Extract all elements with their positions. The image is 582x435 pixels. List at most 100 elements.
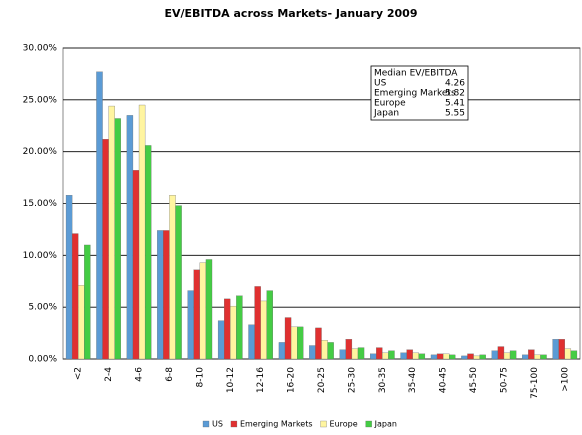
y-tick-label: 20.00% (23, 147, 58, 157)
bar (327, 342, 334, 360)
x-tick-label: 45-50 (469, 367, 479, 393)
x-tick-label: >100 (560, 367, 570, 392)
legend-label: Japan (374, 420, 397, 429)
bar (205, 259, 213, 360)
bar (175, 205, 182, 360)
annotation-label: Emerging Markets (374, 89, 456, 99)
x-tick-label: 16-20 (287, 367, 297, 393)
bar (230, 305, 237, 360)
x-tick-label: 10-12 (226, 367, 236, 393)
bar (442, 353, 450, 360)
bar (169, 195, 176, 360)
bar (370, 353, 377, 360)
bar (503, 352, 511, 360)
y-tick-label: 0.00% (28, 355, 57, 365)
bar (187, 290, 194, 360)
bar (224, 298, 231, 360)
legend-swatch (320, 420, 327, 428)
legend-label: Emerging Markets (240, 420, 313, 429)
bar (297, 326, 304, 360)
bar (65, 195, 73, 360)
annotation-label: Japan (373, 109, 399, 119)
bar (540, 354, 547, 360)
bar (78, 285, 85, 360)
y-tick-label: 30.00% (23, 44, 58, 54)
bar (290, 326, 298, 360)
bar (132, 170, 140, 360)
y-tick-label: 25.00% (23, 95, 58, 105)
bar (309, 345, 316, 360)
chart-title: EV/EBITDA across Markets- January 2009 (165, 7, 418, 20)
annotation-value: 5.82 (445, 89, 465, 99)
bar (449, 354, 456, 360)
bar (278, 342, 286, 360)
bar (491, 350, 499, 360)
annotation-label: Europe (374, 99, 406, 109)
bar (254, 286, 261, 360)
bar (108, 105, 115, 360)
bar (84, 244, 91, 360)
bar (400, 352, 407, 360)
bar (357, 347, 365, 360)
bar (497, 346, 505, 360)
legend-swatch (202, 420, 210, 428)
bar (114, 118, 121, 360)
annotation-value: 4.26 (445, 79, 465, 89)
bar (558, 339, 565, 360)
bar (351, 348, 359, 360)
bar (436, 353, 444, 360)
bar (199, 262, 207, 360)
bar (144, 145, 152, 360)
x-tick-label: 6-8 (165, 367, 175, 382)
x-tick-label: 20-25 (317, 367, 327, 393)
bar (163, 230, 170, 360)
legend-swatch (365, 420, 372, 428)
bar (315, 327, 322, 360)
x-tick-label: 40-45 (439, 367, 449, 393)
y-tick-label: 10.00% (23, 251, 58, 261)
bar (102, 139, 109, 360)
bar (522, 354, 529, 360)
legend-swatch (230, 420, 238, 428)
bar (266, 290, 273, 360)
bar (564, 348, 572, 360)
annotation-label: US (374, 79, 387, 89)
x-tick-label: <2 (74, 367, 84, 380)
x-tick-label: 75-100 (530, 367, 540, 399)
bar (509, 350, 517, 360)
bar (382, 352, 389, 360)
bar (467, 353, 474, 360)
bar (157, 230, 164, 360)
bar (345, 339, 353, 360)
bar (570, 350, 578, 360)
x-tick-label: 2-4 (104, 367, 114, 382)
bar (321, 340, 328, 360)
bar (96, 71, 103, 360)
bar (528, 349, 535, 360)
bar (473, 355, 480, 360)
bar (217, 320, 225, 360)
bar (388, 350, 395, 360)
annotation-value: 5.55 (445, 109, 465, 119)
bar (260, 300, 267, 360)
y-tick-label: 5.00% (28, 303, 57, 313)
bar (284, 317, 292, 360)
annotation-title: Median EV/EBITDA (374, 69, 458, 79)
bar (126, 115, 134, 360)
bar (406, 349, 413, 360)
bar (236, 295, 243, 360)
x-tick-label: 30-35 (378, 367, 388, 393)
x-tick-label: 25-30 (347, 367, 357, 393)
annotation-value: 5.41 (445, 99, 465, 109)
bar (376, 347, 383, 360)
x-tick-label: 4-6 (135, 367, 145, 382)
bar (418, 353, 426, 360)
bar (339, 349, 346, 360)
x-tick-label: 50-75 (499, 367, 509, 393)
bar (552, 339, 559, 360)
annotation-box (370, 65, 469, 121)
bar (71, 233, 79, 360)
legend-label: US (212, 420, 223, 429)
x-tick-label: 8-10 (195, 367, 205, 388)
bar (479, 354, 486, 360)
